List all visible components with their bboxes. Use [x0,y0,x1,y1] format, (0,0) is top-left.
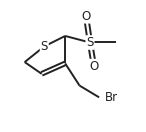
Text: S: S [86,36,94,49]
Text: O: O [81,10,91,23]
Text: Br: Br [105,91,118,104]
Text: S: S [41,40,48,53]
Text: O: O [89,60,99,72]
